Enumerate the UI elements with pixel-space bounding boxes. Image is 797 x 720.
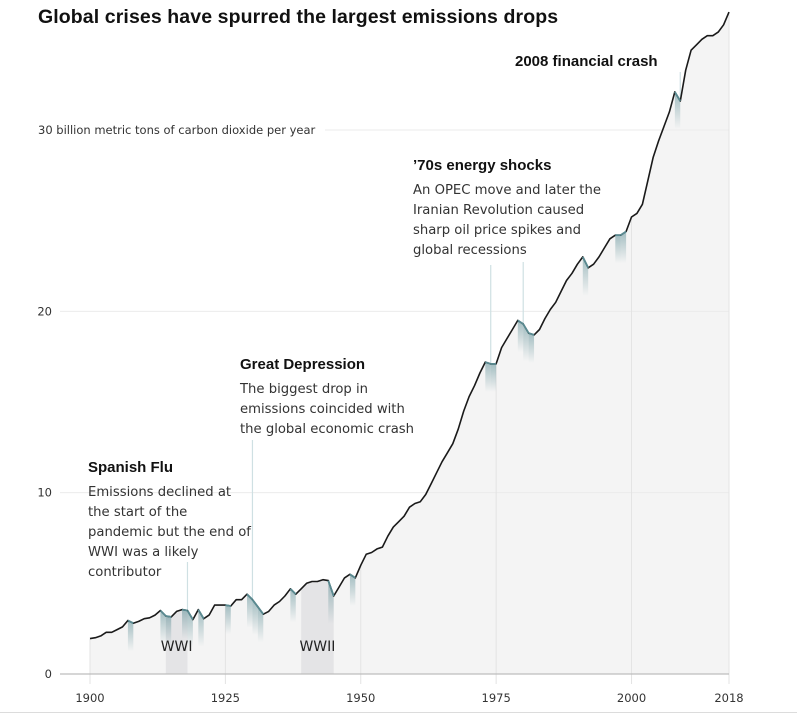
emissions-drop-highlight [620,231,627,264]
emissions-drop-segment [127,619,134,625]
annotation-body-line: the global economic crash [240,422,414,437]
x-tick-label: 2000 [617,691,646,705]
emissions-drop-highlight [198,609,204,647]
emissions-drop-segment [186,610,194,621]
annotation-body-line: Iranian Revolution caused [413,203,584,218]
x-tick-label: 1925 [211,691,240,705]
y-axis-unit-label: 30 billion metric tons of carbon dioxide… [38,123,316,137]
emissions-drop-segment [159,609,167,617]
x-tick-label: 1975 [482,691,511,705]
emissions-drop-highlight [349,574,356,606]
emissions-drop-segment [225,604,231,607]
x-tick-label: 2018 [714,691,743,705]
emissions-drop-segment [517,319,524,325]
emissions-drop-highlight [517,320,524,353]
y-tick-label: 0 [45,667,52,681]
bottom-divider [0,712,797,713]
emissions-drop-segment [620,230,627,236]
emissions-drop-highlight [674,91,681,129]
emissions-drop-highlight [257,606,264,643]
shaded-period-label: WWII [299,639,335,655]
annotation-body-line: WWI was a likely [88,545,199,560]
annotation-body-line: sharp oil price spikes and [413,223,581,238]
annotation-body-line: contributor [88,565,162,580]
annotation-body-line: emissions coincided with [240,402,405,417]
emissions-drop-highlight [528,333,535,363]
emissions-drop-highlight [165,615,172,645]
annotation-body-line: The biggest drop in [239,382,368,397]
annotation-body-line: Emissions declined at [88,485,231,500]
emissions-drop-segment [485,361,492,365]
annotation-body-line: pandemic but the end of [88,525,251,540]
emissions-drop-segment [289,588,297,595]
annotation-title-energy-shocks: ’70s energy shocks [413,157,551,174]
emissions-drop-segment [581,256,590,269]
shaded-period-wwii [301,579,334,674]
annotation-title-spanish-flu: Spanish Flu [88,459,173,476]
emissions-drop-segment [528,332,535,336]
emissions-drop-segment [251,599,259,608]
shaded-period-label: WWI [161,639,193,655]
emissions-drop-highlight [523,324,529,362]
emissions-drop-segment [165,615,172,618]
y-tick-label: 10 [37,486,52,500]
annotation-title-financial-crash: 2008 financial crash [515,53,658,70]
x-tick-label: 1900 [75,691,104,705]
emissions-drop-segment [257,606,265,615]
emissions-drop-highlight [127,620,134,652]
annotation-body-line: An OPEC move and later the [413,183,601,198]
emissions-area [90,12,729,675]
emissions-drop-highlight [225,605,231,634]
emissions-drop-segment [327,580,335,597]
emissions-drop-highlight [182,609,188,639]
emissions-drop-highlight [328,580,334,625]
emissions-drop-highlight [615,235,621,264]
emissions-drop-segment [349,573,356,579]
emissions-drop-highlight [160,610,166,644]
emissions-drop-segment [674,91,682,102]
annotation-body-line: the start of the [88,505,187,520]
x-tick-label: 1950 [346,691,375,705]
emissions-drop-highlight [252,599,258,635]
emissions-drop-segment [181,608,188,612]
emissions-drop-highlight [187,610,193,648]
annotation-title-great-depression: Great Depression [240,356,365,373]
emissions-drop-segment [522,323,530,334]
emissions-drop-segment [246,593,254,601]
emissions-drop-highlight [247,594,253,628]
emissions-drop-highlight [485,362,491,392]
chart-title: Global crises have spurred the largest e… [38,6,559,28]
emissions-drop-segment [197,609,205,620]
emissions-drop-highlight [290,588,296,623]
annotation-body-line: global recessions [413,243,527,258]
emissions-drop-highlight [490,363,497,392]
y-tick-label: 20 [37,304,52,318]
